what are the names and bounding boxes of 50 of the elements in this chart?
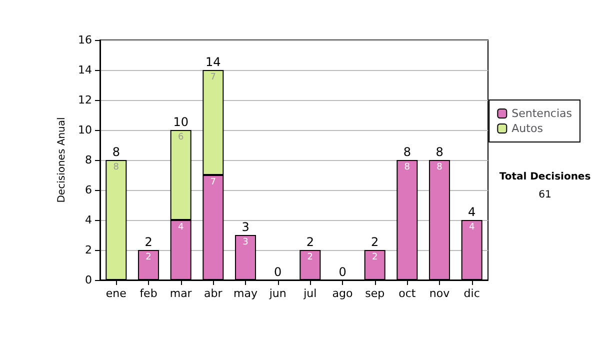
data-label: 7	[210, 178, 216, 188]
data-label: 2	[146, 252, 152, 262]
x-tick-label: sep	[365, 287, 385, 300]
data-label: 4	[178, 222, 184, 232]
total-label: 2	[144, 235, 152, 249]
x-tick-label: dic	[464, 287, 480, 300]
x-tick-label: nov	[429, 287, 450, 300]
y-tick-label: 6	[85, 184, 92, 196]
y-tick-label: 4	[85, 214, 92, 226]
legend-label: Sentencias	[512, 107, 572, 120]
total-label: 0	[274, 265, 282, 279]
total-label: 2	[371, 235, 379, 249]
total-label: 4	[468, 205, 476, 219]
x-tick-label: jul	[302, 287, 317, 300]
total-label: 8	[112, 145, 120, 159]
text: Total Decisiones	[499, 172, 591, 182]
x-tick-label: ene	[106, 287, 127, 300]
text: 61	[538, 190, 552, 200]
x-tick-label: abr	[204, 287, 223, 300]
total-label: 8	[436, 145, 444, 159]
y-tick-label: 8	[85, 154, 92, 166]
y-tick-label: 12	[78, 94, 92, 106]
data-label: 7	[210, 72, 216, 82]
y-tick-label: 10	[78, 124, 92, 136]
x-tick-label: mar	[170, 287, 192, 300]
data-label: 2	[372, 252, 378, 262]
data-label: 8	[113, 162, 120, 172]
y-tick-label: 2	[85, 244, 92, 256]
data-label: 2	[307, 252, 314, 262]
data-label: 3	[242, 238, 248, 248]
x-tick-label: ago	[332, 287, 353, 300]
data-label: 4	[468, 222, 475, 232]
total-label: 2	[306, 235, 314, 249]
total-label: 10	[173, 115, 188, 129]
x-tick-label: jun	[268, 287, 286, 300]
y-axis-title: Decisiones Anual	[56, 117, 68, 203]
total-label: 8	[403, 145, 411, 159]
x-tick-label: feb	[140, 287, 158, 300]
total-label: 3	[242, 220, 250, 234]
x-tick-label: oct	[398, 287, 416, 300]
data-label: 8	[436, 162, 443, 172]
total-label: 14	[206, 55, 221, 69]
data-label: 6	[178, 132, 184, 142]
y-tick-label: 14	[78, 64, 92, 76]
y-tick-label: 0	[85, 274, 92, 286]
y-tick-label: 16	[78, 34, 92, 46]
legend-label: Autos	[512, 122, 544, 135]
x-tick-label: may	[234, 287, 258, 300]
data-label: 8	[404, 162, 410, 172]
total-label: 0	[338, 265, 346, 279]
